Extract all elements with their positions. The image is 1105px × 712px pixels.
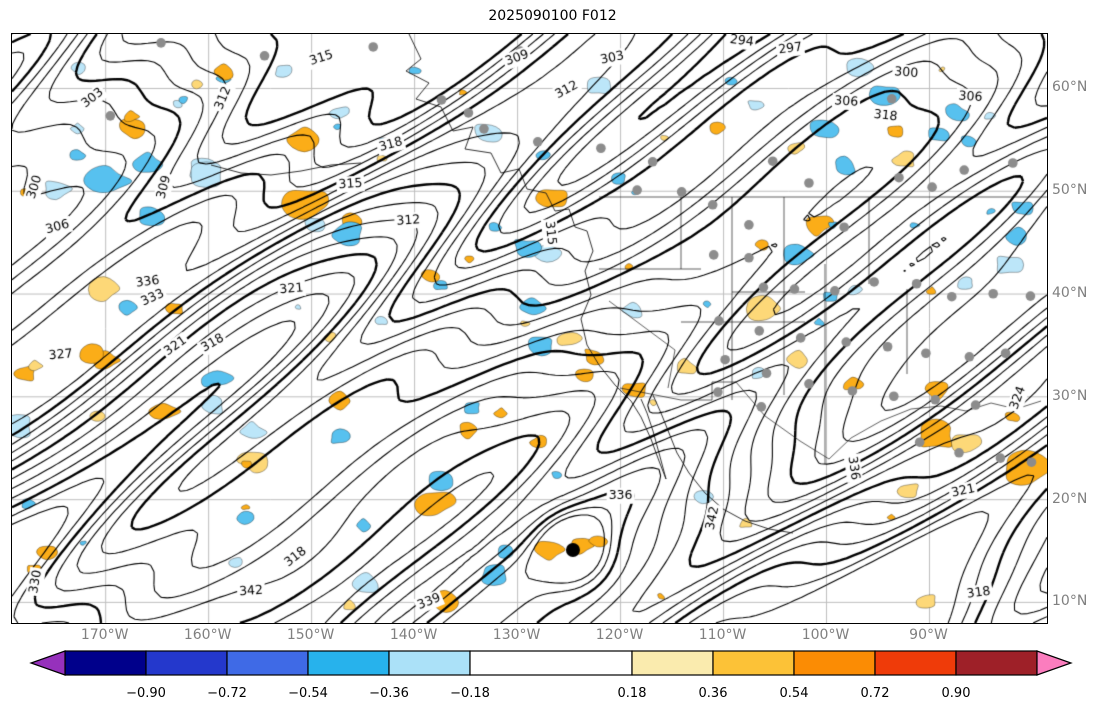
colorbar-segment	[64, 650, 147, 676]
plot-area	[11, 33, 1048, 624]
y-tick-label: 10°N	[1052, 593, 1088, 610]
colorbar-tick-label: −0.54	[288, 686, 328, 701]
x-tick-label: 100°W	[801, 627, 850, 643]
colorbar-tick-label: −0.36	[369, 686, 409, 701]
x-tick-label: 150°W	[286, 627, 335, 643]
colorbar-segment	[874, 650, 957, 676]
colorbar-segment	[712, 650, 795, 676]
colorbar-segment	[631, 650, 714, 676]
y-tick-label: 40°N	[1052, 285, 1088, 302]
colorbar-tick-label: 0.36	[699, 686, 728, 701]
colorbar-extend-high	[1036, 650, 1073, 676]
colorbar-tick-label: 0.90	[942, 686, 971, 701]
colorbar-segment	[388, 650, 471, 676]
colorbar-tick-label: −0.90	[126, 686, 166, 701]
colorbar: −0.90 −0.72 −0.54 −0.36 −0.18 0.18 0.36 0.54 0.7…	[29, 650, 1073, 701]
colorbar-segment	[469, 650, 633, 676]
colorbar-tick-label: 0.72	[861, 686, 890, 701]
colorbar-segment	[955, 650, 1038, 676]
colorbar-segment	[226, 650, 309, 676]
x-tick-label: 160°W	[183, 627, 232, 643]
colorbar-tick-label: −0.72	[207, 686, 247, 701]
y-tick-label: 60°N	[1052, 79, 1088, 96]
x-tick-label: 130°W	[492, 627, 541, 643]
colorbar-tick-label: 0.18	[618, 686, 647, 701]
x-tick-label: 110°W	[698, 627, 747, 643]
colorbar-tick-label: −0.18	[450, 686, 490, 701]
chart-title: 2025090100 F012	[488, 8, 617, 24]
y-tick-label: 50°N	[1052, 182, 1088, 199]
colorbar-segment	[145, 650, 228, 676]
contour-map-canvas	[12, 34, 1047, 623]
x-tick-label: 90°W	[909, 627, 948, 643]
x-tick-label: 140°W	[389, 627, 438, 643]
x-tick-label: 120°W	[595, 627, 644, 643]
y-tick-label: 20°N	[1052, 490, 1088, 507]
colorbar-segment	[307, 650, 390, 676]
colorbar-extend-low	[29, 650, 66, 676]
colorbar-tick-label: 0.54	[780, 686, 809, 701]
colorbar-segment	[793, 650, 876, 676]
x-tick-label: 170°W	[80, 627, 129, 643]
y-tick-label: 30°N	[1052, 387, 1088, 404]
